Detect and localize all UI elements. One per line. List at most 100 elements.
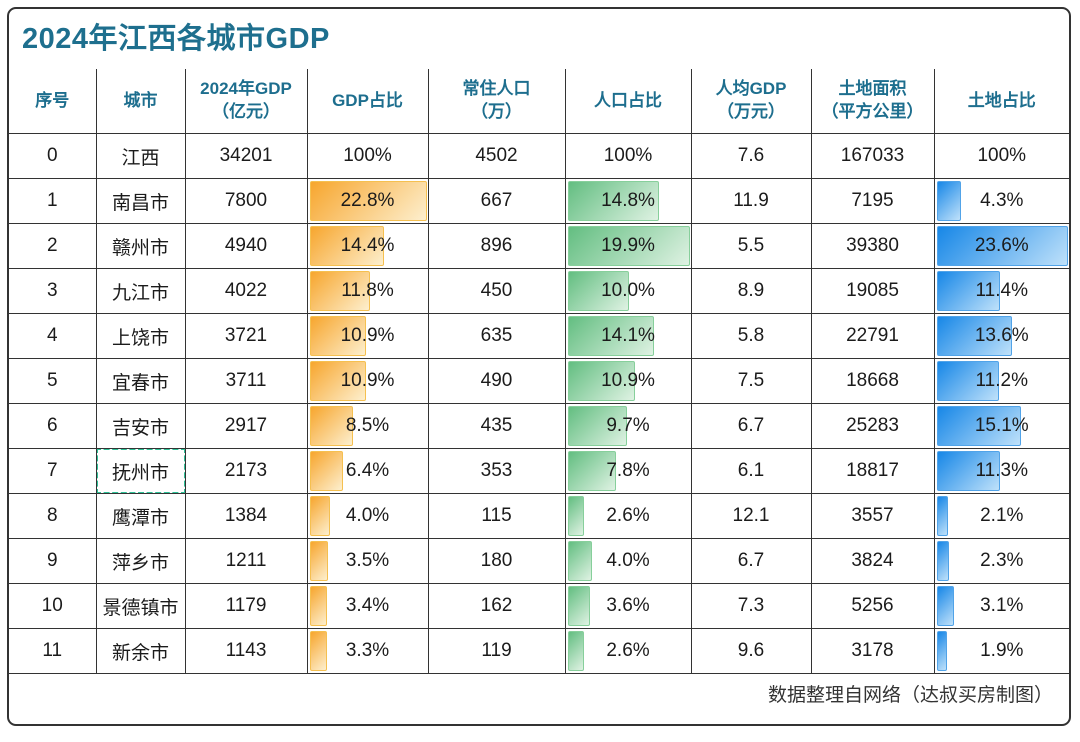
table-row: 8 鹰潭市 1384 4.0% 115 2.6% 12.1 3557 2.1% [9, 493, 1069, 539]
cell-index: 4 [9, 313, 97, 359]
cell-land-area: 18668 [810, 358, 935, 404]
cell-population: 450 [427, 268, 566, 314]
cell-gdp-per-capita: 6.7 [690, 403, 812, 449]
cell-land-area: 19085 [810, 268, 935, 314]
cell-pop-share: 10.0% [564, 268, 692, 314]
cell-land-share: 11.3% [933, 448, 1069, 494]
col-header-land-share: 土地占比 [933, 69, 1069, 134]
cell-index: 2 [9, 223, 97, 269]
cell-population: 353 [427, 448, 566, 494]
col-header-population: 常住人口 （万） [427, 69, 566, 134]
header-row: 序号 城市 2024年GDP （亿元） GDP占比 常住人口 （万） 人口占比 人均… [9, 69, 1069, 134]
cell-population: 4502 [427, 133, 566, 179]
cell-gdp: 34201 [184, 133, 308, 179]
cell-gdp-share: 11.8% [306, 268, 429, 314]
percent-label: 3.6% [606, 595, 650, 616]
table-body: 0 江西 34201 100% 4502 100% 7.6 167033 100% 1 南昌市 780… [9, 133, 1069, 674]
cell-index: 0 [9, 133, 97, 179]
cell-land-share: 2.1% [933, 493, 1069, 539]
cell-gdp-share: 3.4% [306, 583, 429, 629]
cell-gdp-share: 6.4% [306, 448, 429, 494]
land-share-bar [936, 316, 1013, 356]
cell-city: 上饶市 [95, 313, 186, 359]
pop-share-bar [567, 271, 629, 311]
cell-city: 赣州市 [95, 223, 186, 269]
cell-population: 635 [427, 313, 566, 359]
cell-land-share: 4.3% [933, 178, 1069, 224]
cell-gdp: 1179 [184, 583, 308, 629]
cell-pop-share: 2.6% [564, 628, 692, 674]
cell-pop-share: 2.6% [564, 493, 692, 539]
percent-label: 100% [977, 145, 1027, 166]
land-share-bar [936, 451, 1000, 491]
cell-gdp: 1211 [184, 538, 308, 584]
table-row: 5 宜春市 3711 10.9% 490 10.9% 7.5 18668 11.2% [9, 358, 1069, 404]
table-row: 11 新余市 1143 3.3% 119 2.6% 9.6 3178 1.9% [9, 628, 1069, 674]
cell-land-area: 22791 [810, 313, 935, 359]
col-header-city: 城市 [95, 69, 186, 134]
percent-label: 100% [343, 145, 392, 166]
cell-population: 896 [427, 223, 566, 269]
cell-gdp-per-capita: 6.7 [690, 538, 812, 584]
city-label: 抚州市 [111, 462, 169, 484]
percent-label: 14.4% [340, 235, 395, 256]
table-row: 1 南昌市 7800 22.8% 667 14.8% 11.9 7195 4.3% [9, 178, 1069, 224]
table-row: 9 萍乡市 1211 3.5% 180 4.0% 6.7 3824 2.3% [9, 538, 1069, 584]
cell-city: 南昌市 [95, 178, 186, 224]
gdp-share-bar [309, 541, 328, 581]
land-share-bar [936, 541, 950, 581]
percent-label: 10.9% [601, 370, 655, 391]
table-row: 6 吉安市 2917 8.5% 435 9.7% 6.7 25283 15.1% [9, 403, 1069, 449]
gdp-share-bar [309, 451, 343, 491]
cell-gdp: 2173 [184, 448, 308, 494]
cell-index: 9 [9, 538, 97, 584]
cell-land-share: 23.6% [933, 223, 1069, 269]
cell-gdp-per-capita: 6.1 [690, 448, 812, 494]
cell-gdp: 7800 [184, 178, 308, 224]
percent-label: 11.3% [975, 460, 1028, 481]
percent-label: 14.8% [601, 190, 655, 211]
col-header-index: 序号 [9, 69, 97, 134]
cell-land-share: 2.3% [933, 538, 1069, 584]
percent-label: 23.6% [974, 235, 1029, 256]
pop-share-bar [567, 181, 659, 221]
percent-label: 6.4% [345, 460, 390, 481]
percent-label: 2.3% [980, 550, 1024, 571]
cell-gdp-share: 3.3% [306, 628, 429, 674]
percent-label: 3.1% [980, 595, 1024, 616]
cell-population: 490 [427, 358, 566, 404]
land-share-bar [936, 226, 1069, 266]
cell-pop-share: 100% [564, 133, 692, 179]
percent-label: 2.6% [606, 640, 650, 661]
table-row: 10 景德镇市 1179 3.4% 162 3.6% 7.3 5256 3.1% [9, 583, 1069, 629]
footer-row: 数据整理自网络（达叔买房制图） [9, 673, 1069, 713]
cell-gdp-share: 4.0% [306, 493, 429, 539]
cell-city: 鹰潭市 [95, 493, 186, 539]
cell-gdp-share: 14.4% [306, 223, 429, 269]
cell-pop-share: 19.9% [564, 223, 692, 269]
col-header-land-area: 土地面积 （平方公里） [810, 69, 935, 134]
cell-land-area: 25283 [810, 403, 935, 449]
cell-index: 11 [9, 628, 97, 674]
percent-label: 13.6% [974, 325, 1029, 346]
cell-land-area: 18817 [810, 448, 935, 494]
cell-gdp-per-capita: 7.6 [690, 133, 812, 179]
cell-land-area: 5256 [810, 583, 935, 629]
cell-gdp: 1143 [184, 628, 308, 674]
cell-city: 景德镇市 [95, 583, 186, 629]
percent-label: 4.0% [345, 505, 390, 526]
gdp-table: 序号 城市 2024年GDP （亿元） GDP占比 常住人口 （万） 人口占比 人均… [9, 69, 1069, 713]
land-share-bar [936, 586, 954, 626]
cell-land-share: 13.6% [933, 313, 1069, 359]
cell-gdp-share: 3.5% [306, 538, 429, 584]
gdp-share-bar [309, 586, 328, 626]
gdp-share-bar [309, 406, 354, 446]
cell-gdp: 4022 [184, 268, 308, 314]
percent-label: 9.7% [606, 415, 650, 436]
col-header-gdp-per-capita: 人均GDP （万元） [690, 69, 812, 134]
cell-land-area: 7195 [810, 178, 935, 224]
col-header-gdp: 2024年GDP （亿元） [184, 69, 308, 134]
cell-pop-share: 14.8% [564, 178, 692, 224]
percent-label: 4.0% [606, 550, 650, 571]
cell-land-share: 3.1% [933, 583, 1069, 629]
